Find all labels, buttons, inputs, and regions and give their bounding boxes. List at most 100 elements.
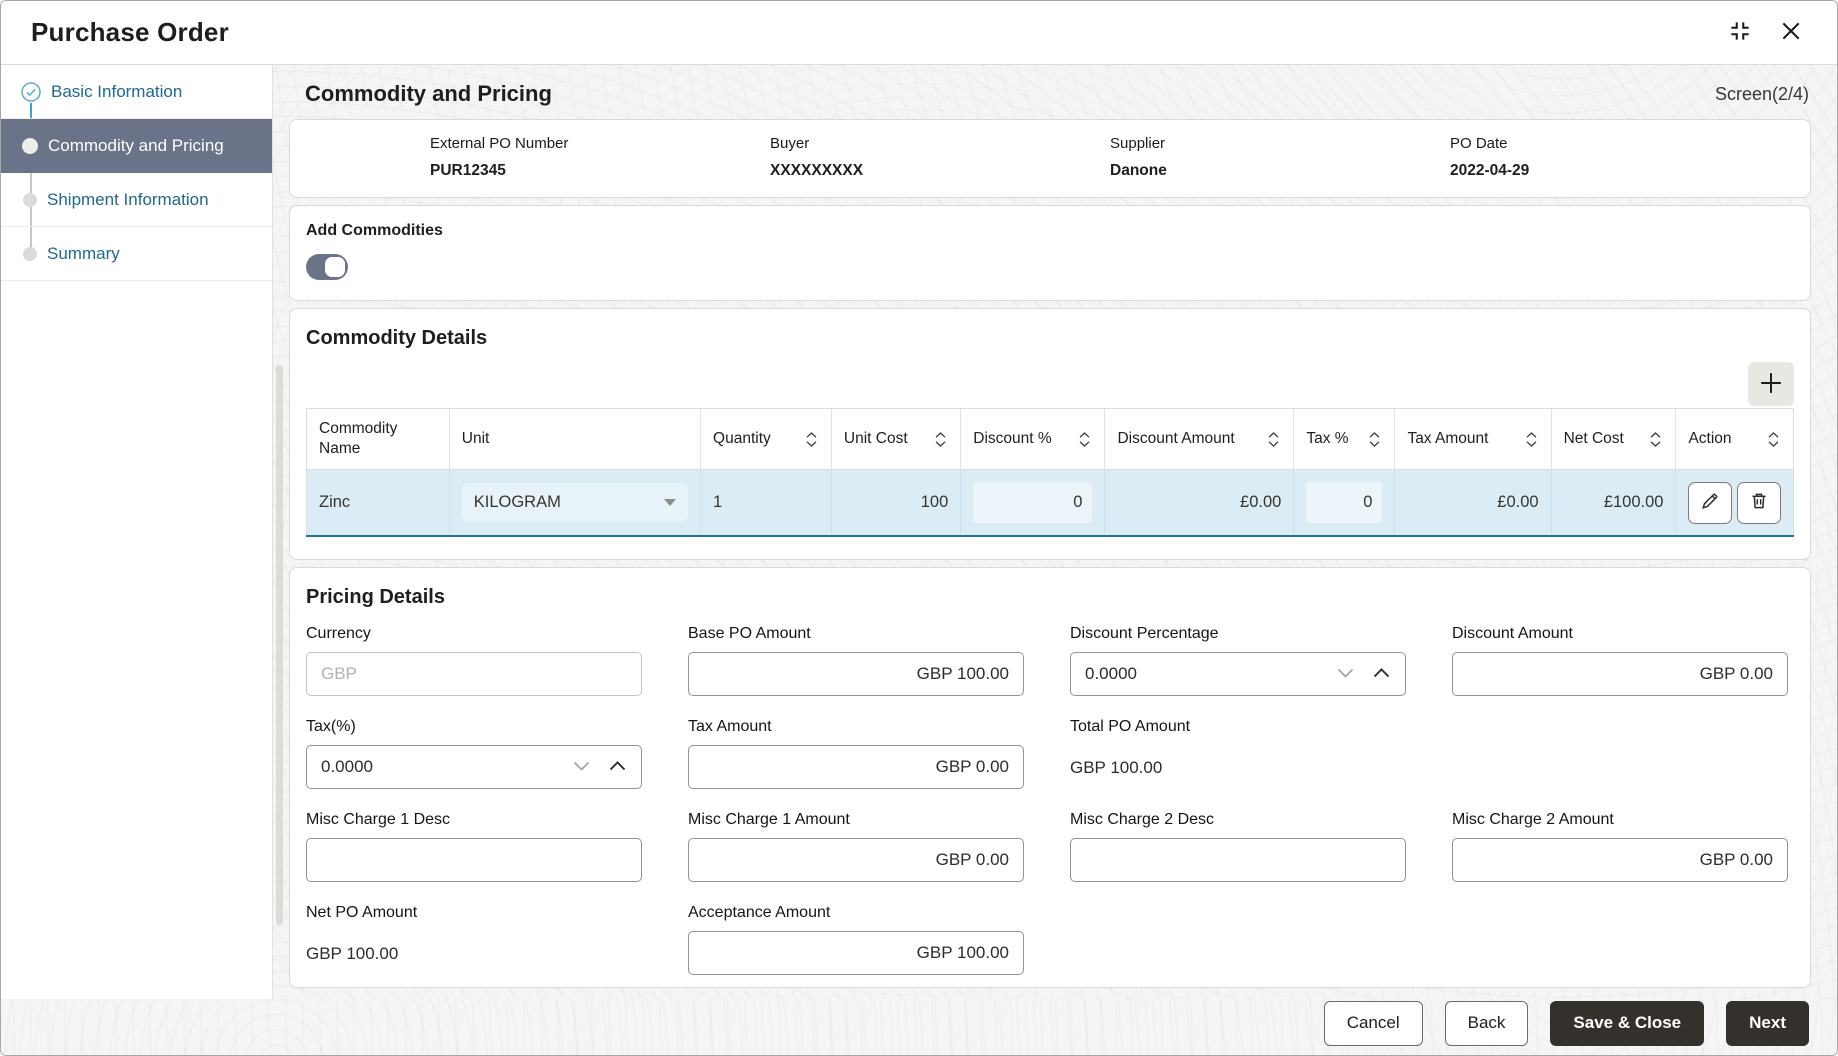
save-and-close-button[interactable]: Save & Close: [1550, 1000, 1705, 1046]
cell-quantity[interactable]: 1: [700, 469, 832, 537]
delete-row-button[interactable]: [1737, 481, 1781, 524]
cell-unit-cost[interactable]: 100: [831, 469, 962, 537]
sort-icon[interactable]: [935, 431, 948, 447]
next-button[interactable]: Next: [1726, 1000, 1809, 1046]
misc-charge-1-amount-input[interactable]: [688, 837, 1024, 882]
misc-charge-1-desc-field: Misc Charge 1 Desc: [306, 811, 642, 882]
edit-row-button[interactable]: [1688, 481, 1733, 524]
tax-amount-input[interactable]: [688, 744, 1024, 789]
increment-button[interactable]: [1373, 652, 1390, 696]
unit-dropdown-value: KILOGRAM: [473, 493, 561, 512]
total-po-amount-value: GBP 100.00: [1070, 757, 1163, 777]
column-header-tax-amount[interactable]: Tax Amount: [1394, 407, 1552, 471]
restore-icon: [1727, 18, 1753, 47]
step-connector-pending: [30, 123, 32, 255]
add-commodities-label: Add Commodities: [306, 222, 443, 239]
currency-field: Currency: [306, 625, 642, 696]
acceptance-amount-input[interactable]: [688, 930, 1024, 975]
discount-percent-input[interactable]: 0: [973, 482, 1093, 524]
po-date-field: PO Date 2022-04-29: [1450, 135, 1790, 180]
trash-icon: [1749, 491, 1769, 514]
total-po-amount-field: Total PO Amount GBP 100.00: [1070, 718, 1406, 789]
chevron-down-icon: [573, 759, 590, 774]
misc-charge-2-amount-field: Misc Charge 2 Amount: [1452, 811, 1788, 882]
footer-action-bar: Cancel Back Save & Close Next: [1, 999, 1837, 1055]
column-header-unit-cost[interactable]: Unit Cost: [831, 407, 962, 471]
tax-percent-input[interactable]: [306, 744, 642, 789]
pencil-icon: [1700, 491, 1720, 514]
cell-action: [1675, 469, 1794, 537]
cancel-button[interactable]: Cancel: [1323, 1000, 1423, 1046]
field-label: Supplier: [1110, 135, 1166, 152]
sort-icon[interactable]: [1768, 431, 1781, 447]
sidebar-item-label: Commodity and Pricing: [48, 136, 224, 155]
unit-dropdown[interactable]: KILOGRAM: [461, 483, 689, 523]
column-header-unit[interactable]: Unit: [449, 407, 702, 471]
restore-window-button[interactable]: [1723, 14, 1757, 51]
grid-placeholder: [1070, 904, 1406, 975]
column-header-quantity[interactable]: Quantity: [700, 407, 832, 471]
check-circle-icon: [19, 80, 43, 104]
tax-percent-field: Tax(%): [306, 718, 642, 789]
column-header-commodity-name[interactable]: Commodity Name: [306, 407, 450, 471]
column-header-tax-percent[interactable]: Tax %: [1293, 407, 1396, 471]
step-bullet-icon: [23, 192, 37, 207]
tax-percent-input[interactable]: 0: [1306, 482, 1383, 524]
chevron-up-icon: [609, 759, 626, 774]
chevron-down-icon: [664, 499, 677, 507]
misc-charge-2-desc-input[interactable]: [1070, 837, 1406, 882]
cell-net-cost: £100.00: [1551, 469, 1677, 537]
currency-input[interactable]: [306, 651, 642, 696]
discount-amount-field: Discount Amount: [1452, 625, 1788, 696]
cell-commodity-name: Zinc: [306, 469, 450, 537]
discount-percentage-field: Discount Percentage: [1070, 625, 1406, 696]
vertical-scrollbar[interactable]: [276, 365, 283, 925]
field-value: Danone: [1110, 162, 1167, 179]
sidebar-item-label: Shipment Information: [47, 189, 209, 209]
wizard-sidebar: Basic Information Commodity and Pricing …: [1, 65, 273, 999]
column-header-action[interactable]: Action: [1675, 407, 1794, 471]
field-value: 2022-04-29: [1450, 162, 1530, 179]
sidebar-item-shipment-information[interactable]: Shipment Information: [1, 173, 272, 227]
commodity-details-card: Commodity Details: [289, 308, 1811, 560]
close-icon: [1779, 19, 1803, 46]
sort-icon[interactable]: [1079, 431, 1092, 447]
plus-icon: [1759, 371, 1783, 398]
cell-tax-percent: 0: [1293, 469, 1396, 537]
sidebar-item-commodity-and-pricing[interactable]: Commodity and Pricing: [1, 119, 272, 173]
back-button[interactable]: Back: [1444, 1000, 1529, 1046]
sort-icon[interactable]: [1369, 431, 1382, 447]
sort-icon[interactable]: [1650, 431, 1663, 447]
decrement-button[interactable]: [1337, 652, 1354, 696]
tax-amount-field: Tax Amount: [688, 718, 1024, 789]
base-po-amount-input[interactable]: [688, 651, 1024, 696]
net-po-amount-value: GBP 100.00: [306, 943, 399, 963]
decrement-button[interactable]: [573, 745, 590, 789]
add-commodities-toggle[interactable]: [306, 254, 348, 280]
sidebar-item-basic-information[interactable]: Basic Information: [1, 65, 272, 119]
base-po-amount-field: Base PO Amount: [688, 625, 1024, 696]
misc-charge-1-desc-input[interactable]: [306, 837, 642, 882]
misc-charge-2-desc-field: Misc Charge 2 Desc: [1070, 811, 1406, 882]
discount-percentage-input[interactable]: [1070, 651, 1406, 696]
acceptance-amount-field: Acceptance Amount: [688, 904, 1024, 975]
toggle-knob: [325, 257, 345, 277]
commodity-details-title: Commodity Details: [306, 327, 488, 349]
misc-charge-2-amount-input[interactable]: [1452, 837, 1788, 882]
sidebar-item-summary[interactable]: Summary: [1, 227, 272, 281]
supplier-field: Supplier Danone: [1110, 135, 1450, 180]
discount-amount-input[interactable]: [1452, 651, 1788, 696]
close-window-button[interactable]: [1775, 15, 1807, 50]
column-header-net-cost[interactable]: Net Cost: [1551, 407, 1677, 471]
table-header-row: Commodity Name Unit Quantity Unit Cost D…: [306, 407, 1794, 471]
sort-icon[interactable]: [1526, 431, 1539, 447]
column-header-discount-amount[interactable]: Discount Amount: [1104, 407, 1295, 471]
increment-button[interactable]: [609, 745, 626, 789]
cell-discount-percent: 0: [960, 469, 1106, 537]
sort-icon[interactable]: [1268, 431, 1281, 447]
add-commodity-row-button[interactable]: [1748, 362, 1794, 406]
column-header-discount-percent[interactable]: Discount %: [960, 407, 1106, 471]
sort-icon[interactable]: [806, 431, 819, 447]
step-bullet-icon: [23, 246, 37, 261]
